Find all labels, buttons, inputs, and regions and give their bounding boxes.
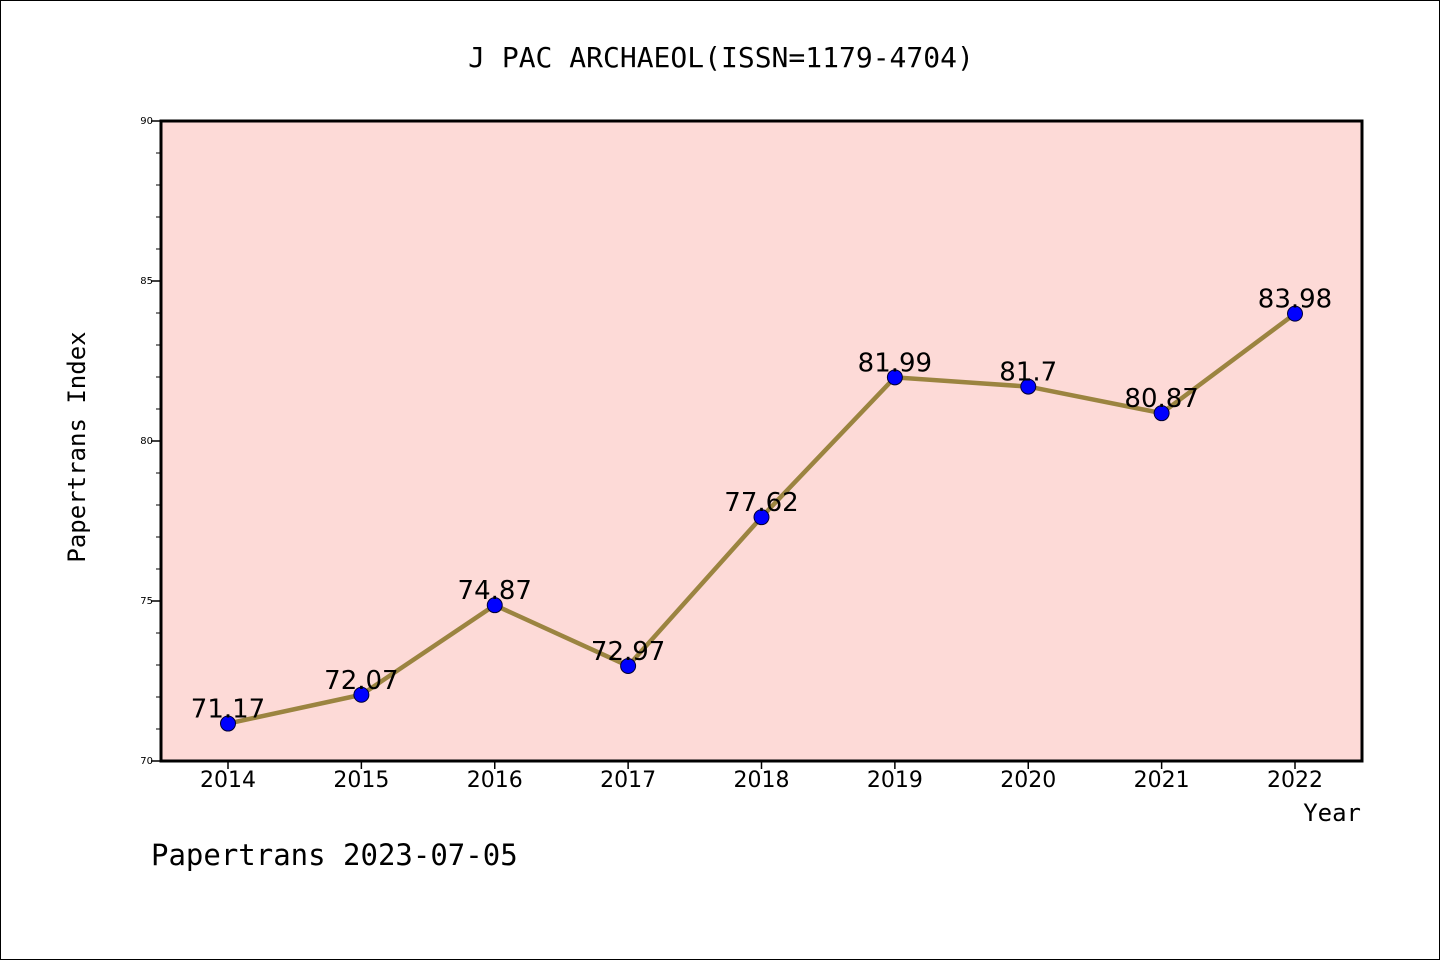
- footer-text: Papertrans 2023-07-05: [151, 838, 518, 872]
- x-axis: 2014 2015 2016 2017 2018 2019 2020 2021 2022: [200, 761, 1323, 793]
- data-point: [753, 509, 770, 526]
- data-point: [220, 715, 236, 732]
- data-label: 81.99: [858, 348, 932, 378]
- data-point: [486, 597, 503, 614]
- plot-border: [159, 119, 1364, 763]
- y-tick-label: 70: [140, 756, 153, 767]
- x-axis-label: Year: [1303, 799, 1361, 827]
- data-label: 77.62: [724, 488, 798, 518]
- x-tick-label: 2018: [734, 768, 790, 793]
- data-label: 81.7: [999, 358, 1057, 388]
- y-tick-label: 80: [140, 436, 153, 447]
- x-tick-label: 2015: [333, 768, 389, 793]
- y-axis-label: Papertrans Index: [63, 331, 91, 562]
- series-group: 71.17 72.07 74.87 72.97 77.62 81.99 81.7 80.87 8…: [191, 285, 1332, 732]
- data-point: [1153, 405, 1170, 422]
- x-tick-label: 2016: [467, 768, 523, 793]
- y-tick-label: 85: [140, 276, 153, 287]
- plot-area: [161, 121, 1362, 761]
- x-tick-label: 2022: [1267, 768, 1323, 793]
- data-point: [620, 657, 637, 674]
- chart-title: J PAC ARCHAEOL(ISSN=1179-4704): [468, 41, 974, 74]
- y-tick-label: 90: [140, 116, 153, 127]
- x-tick-label: 2020: [1000, 768, 1056, 793]
- data-point: [886, 369, 903, 386]
- data-label: 72.97: [591, 637, 665, 667]
- x-tick-label: 2021: [1134, 768, 1190, 793]
- data-label: 72.07: [324, 666, 398, 696]
- y-axis: 70 75 80 85 90: [140, 116, 161, 767]
- data-point: [1020, 378, 1037, 395]
- data-label: 71.17: [191, 695, 265, 725]
- data-label: 83.98: [1258, 285, 1332, 315]
- y-tick-label: 75: [140, 596, 153, 607]
- data-point: [1287, 305, 1303, 322]
- data-label: 80.87: [1124, 384, 1198, 414]
- x-tick-label: 2017: [600, 768, 656, 793]
- x-tick-label: 2019: [867, 768, 923, 793]
- data-point: [353, 686, 370, 703]
- x-tick-label: 2014: [200, 768, 256, 793]
- data-label: 74.87: [458, 576, 532, 606]
